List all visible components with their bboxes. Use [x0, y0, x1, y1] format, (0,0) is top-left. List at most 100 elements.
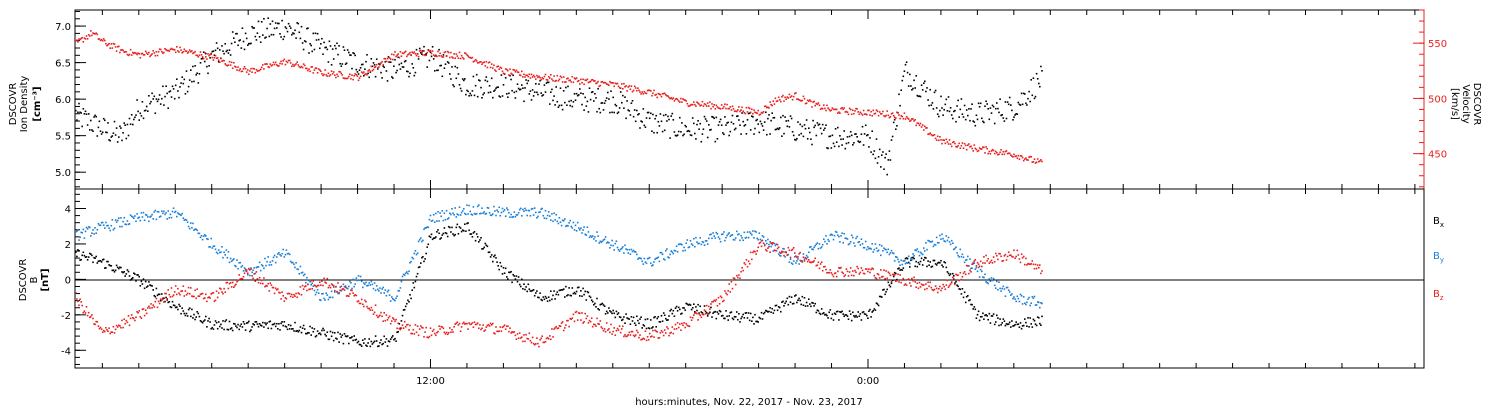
data-point: [1004, 324, 1007, 327]
data-point: [480, 212, 482, 215]
data-point: [75, 231, 77, 233]
data-point: [788, 126, 791, 128]
data-point: [795, 255, 797, 257]
data-point: [75, 109, 77, 112]
data-point: [386, 345, 389, 347]
data-point: [570, 294, 572, 297]
data-point: [645, 262, 648, 265]
data-point: [561, 219, 564, 221]
data-point: [958, 288, 960, 290]
data-point: [694, 245, 696, 248]
data-point: [957, 145, 959, 147]
data-point: [813, 260, 815, 262]
data-point: [283, 321, 286, 323]
data-point: [770, 311, 772, 313]
data-point: [862, 246, 865, 249]
data-point: [568, 325, 570, 328]
data-point: [403, 60, 406, 63]
data-point: [490, 77, 493, 80]
data-point: [116, 219, 119, 222]
data-point: [121, 49, 123, 51]
data-point: [223, 328, 225, 331]
data-point: [753, 109, 755, 111]
data-point: [584, 79, 586, 81]
data-point: [502, 84, 505, 86]
data-point: [421, 53, 423, 55]
data-point: [369, 70, 372, 73]
data-point: [513, 331, 516, 333]
data-point: [213, 54, 216, 56]
data-point: [944, 142, 947, 145]
data-point: [672, 97, 675, 99]
data-point: [497, 65, 499, 67]
data-point: [969, 269, 971, 272]
data-point: [663, 92, 666, 95]
data-point: [455, 77, 458, 80]
data-point: [612, 309, 614, 312]
data-point: [192, 295, 194, 298]
data-point: [482, 248, 484, 250]
data-point: [269, 282, 272, 284]
data-point: [274, 325, 277, 328]
data-point: [1024, 158, 1026, 160]
data-point: [625, 85, 627, 87]
data-point: [326, 75, 329, 77]
data-point: [919, 95, 922, 98]
data-point: [373, 66, 376, 69]
data-point: [812, 248, 814, 251]
data-point: [294, 29, 296, 32]
data-point: [207, 53, 209, 55]
data-point: [886, 251, 888, 254]
data-point: [617, 312, 620, 314]
data-point: [503, 324, 506, 326]
data-point: [167, 107, 169, 109]
data-point: [933, 243, 936, 246]
data-point: [595, 306, 597, 308]
data-point: [853, 142, 855, 144]
data-point: [864, 268, 867, 270]
data-point: [230, 286, 233, 288]
data-point: [213, 324, 216, 326]
data-point: [215, 321, 218, 324]
data-point: [406, 324, 408, 326]
data-point: [82, 311, 85, 314]
data-point: [301, 66, 304, 69]
data-point: [1040, 324, 1042, 326]
data-point: [685, 322, 687, 325]
data-point: [328, 338, 331, 341]
data-point: [654, 117, 656, 120]
data-point: [434, 237, 436, 239]
data-point: [598, 107, 600, 110]
data-point: [205, 56, 207, 58]
data-point: [508, 211, 510, 214]
data-point: [1033, 97, 1036, 100]
data-point: [736, 115, 738, 118]
data-point: [676, 251, 679, 253]
data-point: [839, 311, 841, 313]
data-point: [702, 241, 705, 244]
data-point: [757, 321, 759, 323]
data-point: [194, 289, 196, 292]
data-point: [191, 295, 193, 297]
data-point: [124, 223, 126, 225]
data-point: [697, 120, 699, 122]
data-point: [920, 252, 923, 255]
data-point: [322, 74, 324, 77]
data-point: [963, 271, 966, 273]
data-point: [497, 211, 499, 213]
data-point: [949, 107, 952, 109]
data-point: [933, 288, 936, 291]
data-point: [650, 336, 652, 338]
data-point: [914, 87, 916, 89]
data-point: [730, 281, 733, 283]
data-point: [989, 261, 992, 263]
data-point: [662, 312, 665, 314]
data-point: [111, 331, 114, 333]
data-point: [329, 74, 332, 76]
data-point: [846, 315, 849, 317]
data-point: [821, 123, 824, 126]
data-point: [169, 90, 172, 92]
data-point: [970, 145, 972, 148]
data-point: [412, 67, 415, 69]
data-point: [313, 289, 316, 292]
